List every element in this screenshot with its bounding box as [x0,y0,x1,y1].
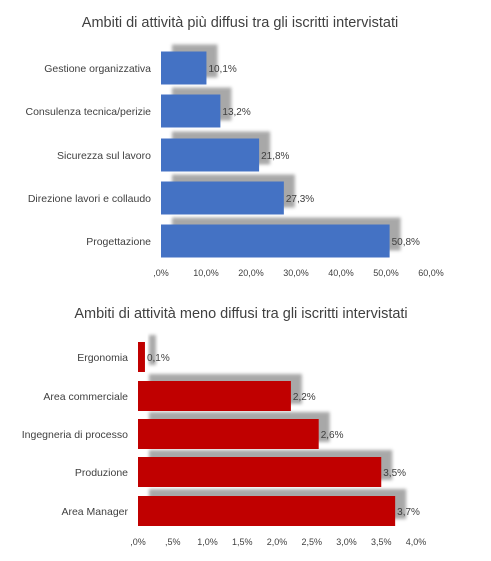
chart-top-x-axis-ticks: ,0% 10,0% 20,0% 30,0% 40,0% 50,0% 60,0% [153,268,444,278]
x-tick-label: 60,0% [418,268,444,278]
bar-top-2 [161,138,260,172]
bar-top-0 [161,51,207,85]
bar-bottom-4 [138,496,396,526]
chart-bottom-data-labels: 0,1% 2,2% 2,6% 3,5% 3,7% [147,353,420,518]
category-label: Direzione lavori e collaudo [28,193,151,205]
x-tick-label: ,5% [165,537,181,547]
x-tick-label: 30,0% [283,268,309,278]
data-label: 3,5% [383,468,406,479]
data-label: 21,8% [261,151,289,162]
category-label: Sicurezza sul lavoro [57,150,151,162]
x-tick-label: ,0% [130,537,146,547]
bar-bottom-1 [138,381,291,411]
data-label: 50,8% [392,237,420,248]
category-label: Produzione [75,467,128,479]
chart-top-data-labels: 10,1% 13,2% 21,8% 27,3% 50,8% [208,64,420,248]
chart-bottom-x-axis-ticks: ,0% ,5% 1,0% 1,5% 2,0% 2,5% 3,0% 3,5% 4,0% [130,537,426,547]
x-tick-label: 1,0% [197,537,218,547]
bar-bottom-0 [138,342,145,372]
chart-bottom: Ambiti di attività meno diffusi tra gli … [22,306,427,547]
chart-bottom-bars [138,342,396,526]
x-tick-label: 3,0% [336,537,357,547]
x-tick-label: 4,0% [406,537,427,547]
category-label: Ingegneria di processo [22,429,128,441]
category-label: Area Manager [61,506,128,518]
x-tick-label: 3,5% [371,537,392,547]
category-label: Progettazione [86,236,151,248]
x-tick-label: 1,5% [232,537,253,547]
bar-shadow [149,335,156,365]
x-tick-label: 50,0% [373,268,399,278]
x-tick-label: 10,0% [193,268,219,278]
chart-top-title: Ambiti di attività più diffusi tra gli i… [82,15,398,31]
bar-top-3 [161,181,284,215]
category-label: Gestione organizzativa [44,63,151,75]
chart-bottom-title: Ambiti di attività meno diffusi tra gli … [74,306,407,322]
data-label: 13,2% [222,107,250,118]
data-label: 0,1% [147,353,170,364]
x-tick-label: 40,0% [328,268,354,278]
category-label: Consulenza tecnica/perizie [26,106,152,118]
data-label: 27,3% [286,194,314,205]
chart-top: Ambiti di attività più diffusi tra gli i… [26,15,444,278]
x-tick-label: ,0% [153,268,169,278]
data-label: 2,6% [321,430,344,441]
category-label: Area commerciale [43,391,128,403]
bar-bottom-3 [138,457,382,487]
data-label: 3,7% [397,507,420,518]
bar-top-4 [161,224,390,258]
x-tick-label: 2,5% [301,537,322,547]
chart-bottom-category-labels: Ergonomia Area commerciale Ingegneria di p… [22,352,129,518]
x-tick-label: 20,0% [238,268,264,278]
data-label: 10,1% [208,64,236,75]
bar-top-1 [161,94,221,128]
x-tick-label: 2,0% [267,537,288,547]
category-label: Ergonomia [77,352,128,364]
chart-top-bars [161,51,390,258]
bar-bottom-2 [138,419,319,449]
data-label: 2,2% [293,392,316,403]
chart-top-category-labels: Gestione organizzativa Consulenza tecnica… [26,63,152,248]
